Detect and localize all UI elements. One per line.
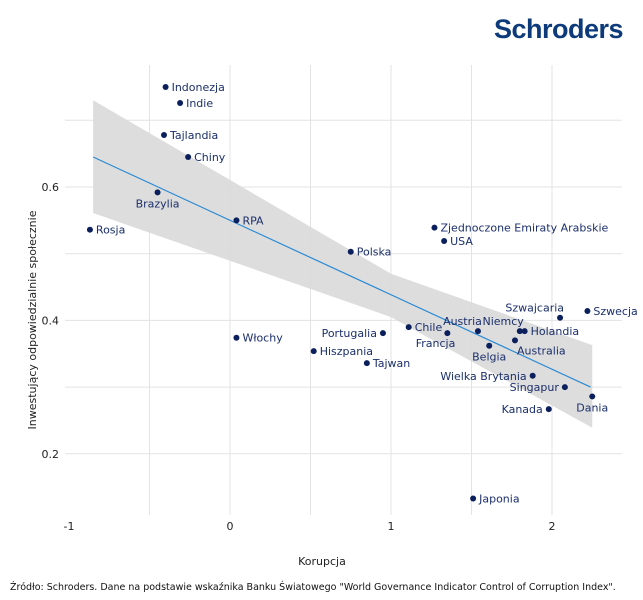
data-point [516, 328, 523, 335]
x-axis-label: Korupcja [298, 555, 346, 568]
x-tick-label: 0 [227, 520, 234, 533]
data-label: Indie [186, 97, 213, 110]
scatter-chart: -1 0 1 2 0.2 0.4 0.6 Korupcja Inwestujący odpowi… [26, 65, 638, 568]
y-tick-label: 0.4 [42, 314, 60, 327]
data-point [363, 360, 370, 367]
data-point [86, 226, 93, 233]
x-tick-label: 2 [549, 520, 556, 533]
data-label: Australia [517, 344, 566, 357]
data-label: Zjednoczone Emiraty Arabskie [440, 222, 608, 235]
data-label: Indonezja [172, 81, 225, 94]
schroders-logo: Schroders [493, 14, 624, 44]
data-point [160, 131, 167, 138]
data-point [233, 334, 240, 341]
data-point [379, 330, 386, 337]
x-tick-label: -1 [64, 520, 75, 533]
data-point [444, 330, 451, 337]
data-label: Brazylia [136, 197, 180, 210]
data-point [431, 224, 438, 231]
confidence-band [93, 100, 593, 428]
data-label: Chiny [194, 151, 226, 164]
data-label: Polska [357, 246, 392, 259]
data-label: Tajlandia [169, 129, 218, 142]
data-label: Dania [576, 401, 608, 414]
data-point [589, 393, 596, 400]
data-label: Chile [415, 321, 443, 334]
data-label: Belgia [472, 351, 506, 364]
data-label: Wielka Brytania [440, 370, 526, 383]
data-point [486, 342, 493, 349]
trend-line [92, 156, 591, 388]
data-label: Kanada [502, 403, 543, 416]
data-point [310, 348, 317, 355]
data-point [177, 99, 184, 106]
data-label: Austria [443, 315, 482, 328]
data-point [511, 337, 518, 344]
source-note: Źródło: Schroders. Dane na podstawie wsk… [10, 582, 616, 593]
data-label: Tajwan [372, 357, 410, 370]
data-point [584, 308, 591, 315]
data-point [233, 217, 240, 224]
data-label: Hiszpania [320, 345, 373, 358]
data-point [529, 372, 536, 379]
data-point [162, 83, 169, 90]
data-label: Singapur [510, 381, 560, 394]
data-label: RPA [242, 214, 264, 227]
data-label: Francja [416, 337, 456, 350]
y-tick-label: 0.2 [42, 448, 60, 461]
data-label: USA [450, 235, 473, 248]
data-point [470, 495, 477, 502]
data-label: Szwecja [593, 305, 637, 318]
data-label: Japonia [478, 492, 519, 505]
data-point [154, 189, 161, 196]
data-label: Rosja [96, 224, 125, 237]
y-tick-label: 0.6 [42, 181, 60, 194]
x-tick-label: 1 [388, 520, 395, 533]
data-label: Niemcy [482, 315, 524, 328]
data-point [561, 384, 568, 391]
data-point [474, 328, 481, 335]
data-label: Włochy [242, 332, 283, 345]
data-point [441, 238, 448, 245]
data-point [347, 248, 354, 255]
data-label: Portugalia [322, 327, 377, 340]
data-point [557, 314, 564, 321]
data-point [545, 406, 552, 413]
data-label: Holandia [531, 325, 580, 338]
data-point [405, 324, 412, 331]
data-label: Szwajcaria [505, 302, 564, 315]
data-point [185, 153, 192, 160]
y-axis-label: Inwestujący odpowiedzialnie społecznie [26, 210, 39, 429]
data-point [521, 328, 528, 335]
